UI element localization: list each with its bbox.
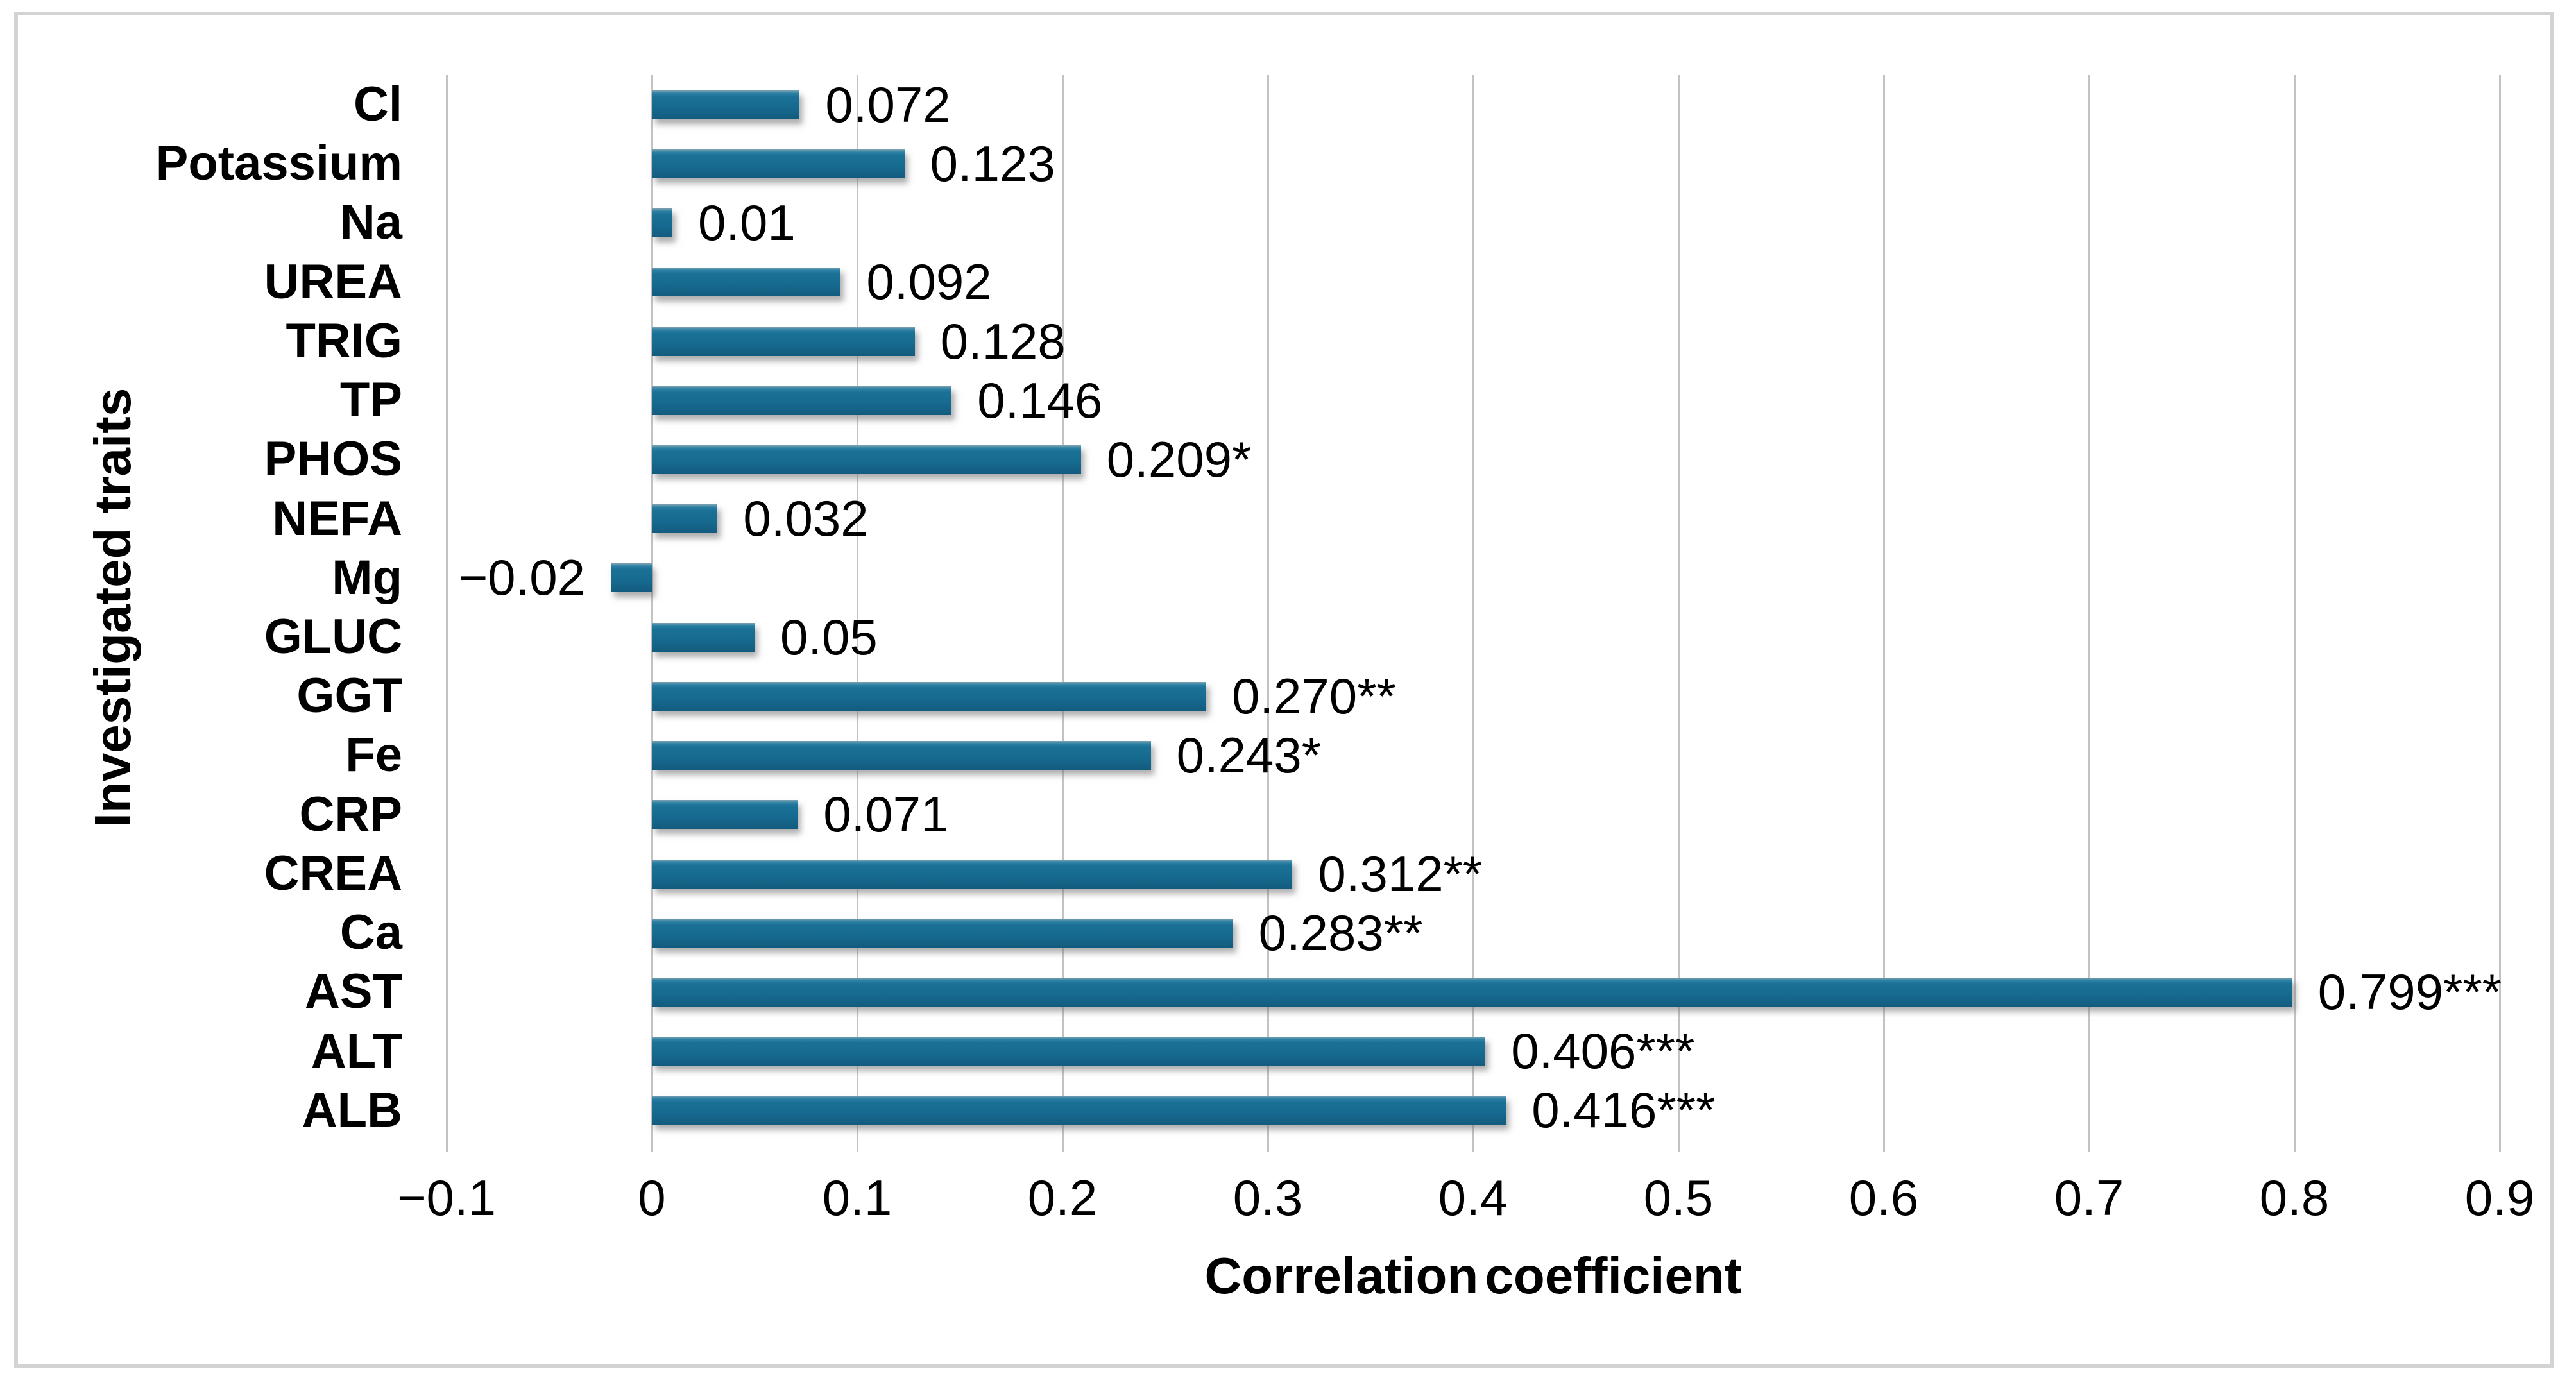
bar-Fe bbox=[652, 741, 1151, 770]
category-label-TRIG: TRIG bbox=[286, 313, 402, 368]
category-label-GGT: GGT bbox=[296, 668, 402, 724]
data-label-Cl: 0.072 bbox=[825, 76, 951, 133]
x-tick-label: 0.8 bbox=[2259, 1170, 2330, 1226]
category-label-NEFA: NEFA bbox=[272, 491, 402, 546]
bar-Cl bbox=[652, 90, 800, 119]
bar-GLUC bbox=[652, 622, 755, 652]
category-label-GLUC: GLUC bbox=[264, 609, 402, 664]
category-label-CRP: CRP bbox=[299, 787, 402, 842]
x-tick-label: 0 bbox=[638, 1170, 666, 1226]
x-tick-label: 0.5 bbox=[1643, 1170, 1714, 1226]
category-label-Potassium: Potassium bbox=[155, 136, 402, 191]
gridline bbox=[2293, 75, 2296, 1152]
category-label-PHOS: PHOS bbox=[264, 432, 402, 487]
category-label-ALT: ALT bbox=[311, 1023, 402, 1078]
gridline bbox=[1677, 75, 1680, 1152]
category-label-Cl: Cl bbox=[354, 77, 402, 132]
gridline bbox=[651, 75, 653, 1152]
data-label-GLUC: 0.05 bbox=[780, 608, 878, 665]
gridline bbox=[1882, 75, 1885, 1152]
category-label-Ca: Ca bbox=[339, 905, 402, 960]
bar-TP bbox=[652, 386, 952, 415]
bar-Potassium bbox=[652, 149, 905, 178]
gridline bbox=[2088, 75, 2090, 1152]
x-tick-label: 0.1 bbox=[822, 1170, 892, 1226]
data-label-PHOS: 0.209* bbox=[1106, 430, 1252, 488]
bar-GGT bbox=[652, 681, 1206, 711]
bar-CRP bbox=[652, 800, 798, 830]
x-tick-label: 0.7 bbox=[2054, 1170, 2124, 1226]
data-label-ALB: 0.416*** bbox=[1531, 1082, 1716, 1139]
gridline bbox=[1061, 75, 1064, 1152]
gridline bbox=[1267, 75, 1269, 1152]
gridline bbox=[1472, 75, 1474, 1152]
category-label-Mg: Mg bbox=[332, 550, 402, 605]
data-label-NEFA: 0.032 bbox=[743, 490, 869, 547]
data-label-Mg: −0.02 bbox=[458, 549, 585, 606]
chart-frame bbox=[14, 12, 2554, 1368]
x-tick-label: 0.9 bbox=[2464, 1170, 2535, 1226]
data-label-CREA: 0.312** bbox=[1318, 845, 1483, 902]
bar-UREA bbox=[652, 268, 841, 297]
gridline bbox=[856, 75, 858, 1152]
bar-ALT bbox=[652, 1037, 1486, 1066]
data-label-AST: 0.799*** bbox=[2317, 963, 2502, 1020]
x-tick-label: 0.4 bbox=[1438, 1170, 1508, 1226]
data-label-ALT: 0.406*** bbox=[1511, 1023, 1695, 1080]
category-label-TP: TP bbox=[339, 373, 402, 428]
bar-Ca bbox=[652, 918, 1233, 948]
data-label-Ca: 0.283** bbox=[1258, 904, 1423, 961]
data-label-TRIG: 0.128 bbox=[940, 312, 1066, 370]
data-label-Potassium: 0.123 bbox=[930, 135, 1055, 192]
data-label-CRP: 0.071 bbox=[823, 786, 949, 843]
category-label-ALB: ALB bbox=[302, 1082, 402, 1137]
category-label-Na: Na bbox=[339, 195, 402, 250]
bar-Na bbox=[652, 208, 672, 238]
x-tick-label: 0.3 bbox=[1233, 1170, 1303, 1226]
data-label-GGT: 0.270** bbox=[1232, 667, 1396, 724]
x-tick-label: −0.1 bbox=[397, 1170, 496, 1226]
bar-Mg bbox=[611, 563, 652, 593]
data-label-Fe: 0.243* bbox=[1176, 727, 1322, 784]
bar-TRIG bbox=[652, 327, 915, 356]
category-label-UREA: UREA bbox=[264, 254, 402, 309]
bar-ALB bbox=[652, 1096, 1506, 1125]
category-label-Fe: Fe bbox=[345, 728, 402, 783]
x-tick-label: 0.2 bbox=[1027, 1170, 1098, 1226]
category-label-AST: AST bbox=[305, 964, 402, 1019]
x-tick-label: 0.6 bbox=[1848, 1170, 1919, 1226]
bar-PHOS bbox=[652, 445, 1081, 474]
bar-NEFA bbox=[652, 504, 718, 534]
gridline bbox=[2498, 75, 2501, 1152]
bar-CREA bbox=[652, 859, 1293, 889]
data-label-TP: 0.146 bbox=[977, 371, 1103, 429]
data-label-UREA: 0.092 bbox=[866, 253, 992, 311]
gridline bbox=[445, 75, 448, 1152]
x-axis-title: Correlation coefficient bbox=[1204, 1247, 1742, 1304]
category-label-CREA: CREA bbox=[264, 846, 402, 901]
bar-AST bbox=[652, 977, 2292, 1007]
data-label-Na: 0.01 bbox=[698, 194, 796, 251]
